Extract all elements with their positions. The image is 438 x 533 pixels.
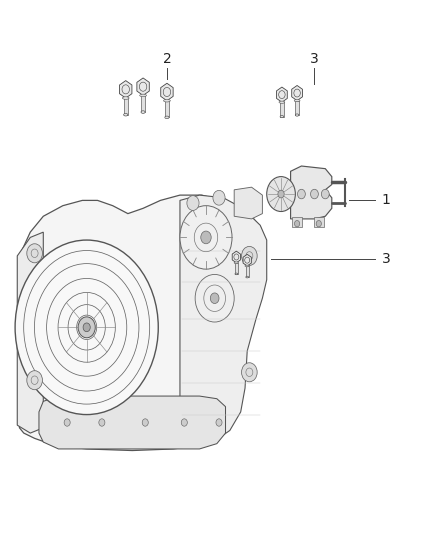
Bar (280, 102, 284, 117)
Circle shape (210, 293, 219, 303)
Circle shape (321, 189, 329, 199)
Polygon shape (180, 195, 267, 445)
Circle shape (242, 363, 257, 382)
Polygon shape (292, 85, 303, 101)
Polygon shape (232, 251, 240, 263)
Circle shape (294, 221, 300, 227)
Circle shape (267, 176, 295, 212)
Ellipse shape (124, 114, 128, 116)
Circle shape (27, 370, 42, 390)
Ellipse shape (235, 273, 238, 275)
Circle shape (311, 189, 318, 199)
Polygon shape (243, 254, 251, 266)
Bar (165, 101, 169, 117)
Circle shape (195, 274, 234, 322)
Bar (235, 263, 238, 274)
Polygon shape (137, 78, 149, 95)
Bar (295, 101, 299, 115)
Ellipse shape (234, 262, 239, 264)
Text: 3: 3 (381, 252, 390, 265)
Circle shape (213, 190, 225, 205)
Ellipse shape (245, 265, 250, 267)
Polygon shape (234, 187, 262, 219)
Text: 3: 3 (310, 52, 319, 66)
Circle shape (15, 240, 158, 415)
Circle shape (297, 189, 305, 199)
Ellipse shape (280, 116, 284, 118)
Bar (124, 98, 128, 115)
Circle shape (27, 244, 42, 263)
Polygon shape (276, 87, 287, 102)
Circle shape (216, 419, 222, 426)
Bar (292, 217, 302, 227)
Circle shape (99, 419, 105, 426)
Ellipse shape (140, 94, 146, 96)
Ellipse shape (294, 100, 300, 102)
Ellipse shape (122, 97, 129, 99)
Circle shape (180, 206, 232, 269)
Bar (314, 217, 324, 227)
Circle shape (278, 190, 284, 198)
Bar (141, 95, 145, 112)
Polygon shape (161, 83, 173, 101)
Circle shape (64, 419, 70, 426)
Bar (246, 266, 249, 277)
Ellipse shape (165, 116, 169, 119)
Text: 1: 1 (381, 193, 391, 207)
Ellipse shape (279, 101, 285, 103)
Ellipse shape (163, 100, 170, 102)
Text: 2: 2 (162, 52, 171, 66)
Circle shape (316, 221, 321, 227)
Ellipse shape (246, 276, 249, 278)
Circle shape (242, 246, 257, 265)
Circle shape (201, 231, 211, 244)
Polygon shape (120, 80, 132, 98)
Circle shape (83, 323, 90, 332)
Circle shape (181, 419, 187, 426)
Circle shape (142, 419, 148, 426)
Polygon shape (17, 232, 43, 433)
Ellipse shape (141, 111, 145, 114)
Ellipse shape (295, 114, 299, 116)
Polygon shape (19, 195, 265, 450)
Polygon shape (39, 396, 226, 449)
Polygon shape (290, 166, 332, 219)
Circle shape (187, 196, 199, 211)
Circle shape (78, 317, 95, 338)
